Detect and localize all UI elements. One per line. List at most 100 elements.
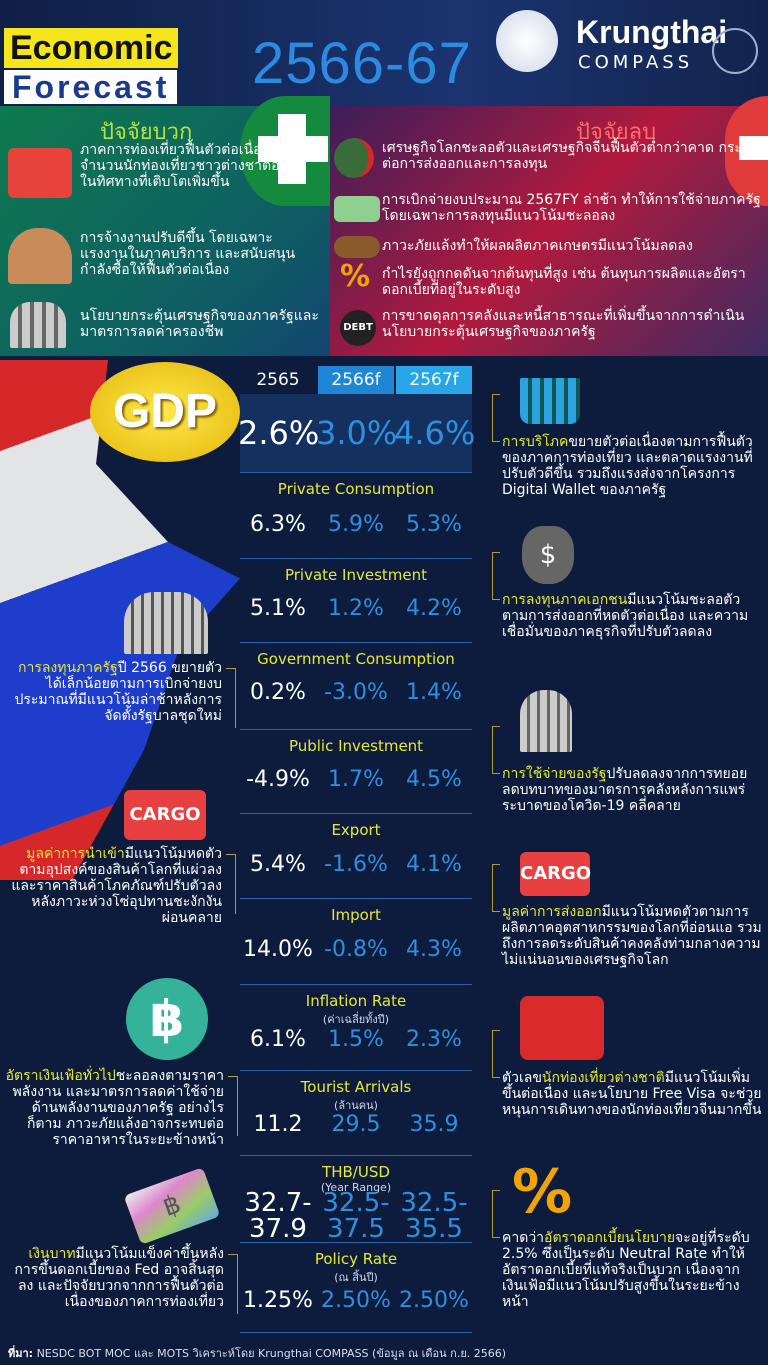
money-bag-building-icon <box>124 592 208 654</box>
negative-title: ปัจจัยลบ <box>576 120 657 145</box>
row-divider <box>240 1242 472 1243</box>
connector-line <box>492 394 500 442</box>
shopping-basket-icon <box>520 378 580 424</box>
debt-bomb-icon: DEBT <box>340 310 376 346</box>
row-label: THB/USD <box>322 1163 390 1181</box>
note-text: คาดว่า <box>502 1230 545 1246</box>
row-label: Export <box>331 821 381 839</box>
negative-item: เศรษฐกิจโลกชะลอตัวและเศรษฐกิจจีนฟื้นตัวต… <box>382 140 761 172</box>
positive-factors-panel: ปัจจัยบวก ภาคการท่องเที่ยวฟื้นตัวต่อเนื่… <box>0 96 330 356</box>
row-label: Import <box>331 906 381 924</box>
note-public-investment: การลงทุนภาครัฐปี 2566 ขยายตัวได้เล็กน้อย… <box>10 660 222 724</box>
note-text: ปรับลดลงจากการทยอยลดบทบาทของมาตรการคลังห… <box>502 766 748 814</box>
note-inflation: อัตราเงินเฟ้อทั่วไปชะลอลงตามราคาพลังงาน … <box>0 1068 224 1148</box>
row-divider <box>240 472 472 473</box>
note-text: มีแนวโน้มเพิ่มขึ้นต่อเนื่อง และนโยบาย Fr… <box>502 1070 762 1118</box>
minus-icon <box>725 96 768 206</box>
baht-balloon-icon: ฿ <box>126 978 208 1060</box>
row-value: 2.3% <box>406 1027 462 1052</box>
suitcase-icon <box>8 148 72 198</box>
row-value: 32.5- 37.5 <box>322 1188 390 1244</box>
government-building-icon <box>520 690 572 752</box>
header: Economic Forecast 2566-67 Krungthai COMP… <box>0 0 768 106</box>
compass-icon <box>712 28 758 74</box>
note-gov-spending: การใช้จ่ายของรัฐปรับลดลงจากการทยอยลดบทบา… <box>502 766 764 814</box>
row-value: 32.5- 35.5 <box>400 1188 468 1244</box>
positive-title: ปัจจัยบวก <box>100 120 193 145</box>
positive-item: นโยบายกระตุ้นเศรษฐกิจของภาครัฐและมาตรการ… <box>80 308 319 340</box>
row-value: 4.2% <box>406 596 462 621</box>
note-text: มีแนวโน้มแข็งค่าขึ้นหลังการขึ้นดอกเบี้ยข… <box>14 1246 224 1310</box>
note-baht: เงินบาทมีแนวโน้มแข็งค่าขึ้นหลังการขึ้นดอ… <box>6 1246 224 1310</box>
row-label: Government Consumption <box>257 650 455 668</box>
row-value: 2.6% <box>238 414 320 452</box>
row-value: 1.4% <box>406 680 462 705</box>
row-value: 14.0% <box>243 937 313 962</box>
row-label: Tourist Arrivals <box>300 1078 412 1096</box>
row-divider <box>240 729 472 730</box>
connector-line <box>228 1254 238 1314</box>
row-sublabel: (ล้านคน) <box>334 1099 378 1112</box>
source-label: ที่มา: <box>8 1347 34 1360</box>
negative-item: การขาดดุลการคลังและหนี้สาธารณะที่เพิ่มขึ… <box>382 308 745 340</box>
row-sublabel: (ณ สิ้นปี) <box>334 1271 378 1284</box>
negative-item: การเบิกจ่ายงบประมาณ 2567FY ล่าช้า ทำให้ก… <box>382 192 761 224</box>
note-text: ปี 2566 ขยายตัวได้เล็กน้อยตามการเบิกจ่าย… <box>14 660 222 724</box>
gdp-badge: GDP <box>90 362 240 462</box>
connector-line <box>492 726 500 774</box>
row-value: 35.9 <box>409 1112 459 1137</box>
row-value: 1.25% <box>243 1288 313 1313</box>
plus-icon <box>240 96 330 206</box>
note-consumption: การบริโภคขยายตัวต่อเนื่องตามการฟื้นตัวขอ… <box>502 434 764 498</box>
note-highlight: มูลค่าการนำเข้า <box>26 846 125 862</box>
row-sublabel: (ค่าเฉลี่ยทั้งปี) <box>322 1013 390 1026</box>
note-highlight: นักท่องเที่ยวต่างชาติ <box>541 1070 665 1086</box>
gdp-value-box <box>240 394 472 472</box>
row-label: Private Consumption <box>277 480 435 498</box>
row-divider <box>240 1155 472 1156</box>
note-text: ขยายตัวต่อเนื่องตามการฟื้นตัวของภาคการท่… <box>502 434 753 498</box>
row-divider <box>240 984 472 985</box>
row-sublabel: (Year Range) <box>320 1181 392 1194</box>
row-value: 5.1% <box>250 596 306 621</box>
negative-factors-panel: ปัจจัยลบ เศรษฐกิจโลกชะลอตัวและเศรษฐกิจจี… <box>330 96 768 356</box>
percent-up-icon: % <box>340 259 371 294</box>
note-highlight: การลงทุนภาคเอกชน <box>502 592 628 608</box>
row-divider <box>240 1332 472 1333</box>
column-header-2565: 2565 <box>256 370 300 390</box>
row-value: 1.2% <box>328 596 384 621</box>
cargo-export-icon: CARGO <box>520 852 591 896</box>
title-years: 2566-67 <box>252 31 472 96</box>
percent-up-icon: % <box>512 1157 573 1227</box>
workers-icon <box>8 228 72 284</box>
connector-line <box>492 1030 500 1078</box>
row-value: 5.4% <box>250 852 306 877</box>
row-value: 32.7- 37.9 <box>244 1188 312 1244</box>
brand-name: Krungthai <box>576 14 728 50</box>
suitcase-icon <box>520 996 604 1060</box>
row-value: 4.5% <box>406 767 462 792</box>
row-value: 5.9% <box>328 512 384 537</box>
title-economic: Economic <box>4 28 179 68</box>
baht-banknotes-icon: ฿ <box>123 1167 221 1245</box>
note-highlight: อัตราดอกเบี้ยนโยบาย <box>544 1230 676 1246</box>
row-value: 4.3% <box>406 937 462 962</box>
connector-line <box>492 1190 500 1238</box>
row-value: 6.1% <box>250 1027 306 1052</box>
connector-line <box>226 854 236 914</box>
row-value: 0.2% <box>250 680 306 705</box>
note-import: มูลค่าการนำเข้ามีแนวโน้มหดตัวตามอุปสงค์ข… <box>8 846 222 926</box>
row-value: -0.8% <box>324 937 388 962</box>
note-highlight: การใช้จ่ายของรัฐ <box>502 766 607 782</box>
dry-soil-icon <box>334 236 380 258</box>
money-hand-icon <box>334 196 380 222</box>
note-text: จะอยู่ที่ระดับ 2.5% ซึ่งเป็นระดับ Neutra… <box>502 1230 750 1310</box>
row-value: 29.5 <box>331 1112 381 1137</box>
row-value: -3.0% <box>324 680 388 705</box>
column-header-2566f: 2566f <box>318 366 394 394</box>
row-divider <box>240 898 472 899</box>
note-highlight: มูลค่าการส่งออก <box>502 904 602 920</box>
row-divider <box>240 1070 472 1071</box>
row-value: 5.3% <box>406 512 462 537</box>
row-value: 11.2 <box>253 1112 303 1137</box>
